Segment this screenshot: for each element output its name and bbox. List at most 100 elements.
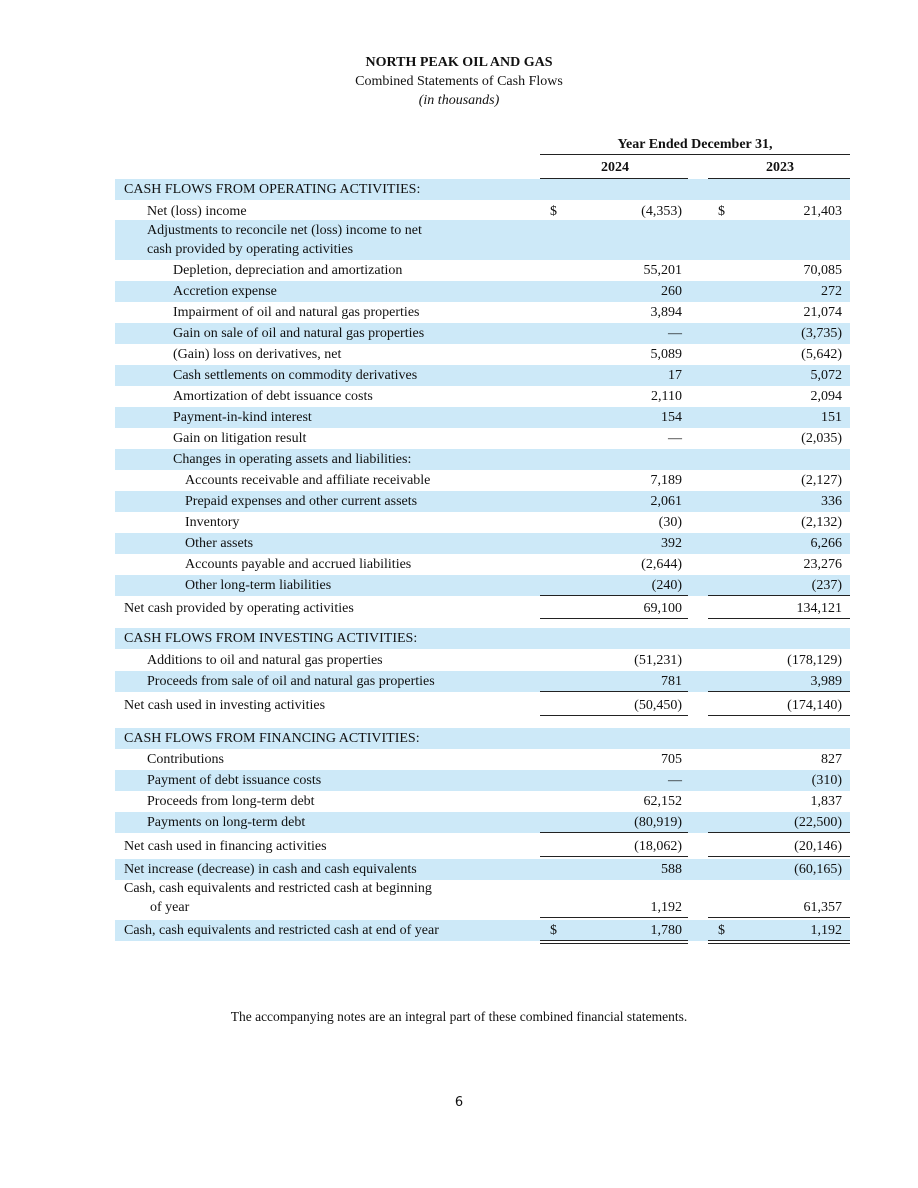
row-label: Contributions <box>147 751 225 767</box>
cell-value: 5,072 <box>810 367 843 383</box>
row-label: CASH FLOWS FROM FINANCING ACTIVITIES: <box>124 730 420 746</box>
cell-value: 272 <box>821 283 842 299</box>
row-shading <box>115 670 850 692</box>
row-label: cash provided by operating activities <box>147 242 354 257</box>
cell-value: 23,276 <box>803 556 843 572</box>
cell-value: (2,127) <box>801 472 842 488</box>
cell-value: 1,192 <box>810 922 843 938</box>
cell-value: 55,201 <box>643 262 683 278</box>
cell-value: 260 <box>661 283 682 299</box>
cell-value: 588 <box>661 861 682 877</box>
cell-value: 5,089 <box>650 346 683 362</box>
row-label: Net cash used in investing activities <box>124 697 326 713</box>
header-rule <box>540 154 850 155</box>
underline <box>708 942 850 944</box>
row-label: Gain on sale of oil and natural gas prop… <box>173 325 425 341</box>
underline <box>540 939 688 941</box>
cell-value: 781 <box>661 673 682 689</box>
column-header: 2023 <box>766 160 794 175</box>
cell-value: (5,642) <box>801 346 842 362</box>
cell-value: (240) <box>651 577 682 593</box>
row-label: Accounts payable and accrued liabilities <box>185 556 412 572</box>
page-number: 6 <box>454 1095 464 1110</box>
footnote: The accompanying notes are an integral p… <box>230 1009 688 1024</box>
cell-value: 2,094 <box>810 388 843 404</box>
underline <box>708 831 850 833</box>
row-label: Changes in operating assets and liabilit… <box>173 451 412 467</box>
row-shading <box>115 919 850 941</box>
cell-value: 392 <box>661 535 682 551</box>
underline <box>540 942 688 944</box>
row-label: CASH FLOWS FROM INVESTING ACTIVITIES: <box>124 630 418 646</box>
row-shading <box>115 769 850 791</box>
cell-value: 154 <box>661 409 682 425</box>
underline <box>540 714 688 716</box>
currency-symbol: $ <box>718 922 725 938</box>
row-shading <box>115 574 850 596</box>
cell-value: 3,894 <box>650 304 683 320</box>
cell-value: 6,266 <box>810 535 843 551</box>
currency-symbol: $ <box>550 203 557 219</box>
cell-value: 69,100 <box>643 600 683 616</box>
cell-value: 1,837 <box>810 793 843 809</box>
cell-value: (50,450) <box>634 697 682 713</box>
row-shading <box>115 858 850 880</box>
cell-value: 1,780 <box>650 922 683 938</box>
underline <box>540 917 688 918</box>
underline <box>540 831 688 833</box>
cell-value: (30) <box>658 514 682 530</box>
underline <box>708 855 850 857</box>
row-label: Accretion expense <box>173 283 277 299</box>
row-label: Other long-term liabilities <box>185 577 332 593</box>
cell-value: (20,146) <box>794 838 842 854</box>
row-label: Additions to oil and natural gas propert… <box>147 652 383 668</box>
row-label: Impairment of oil and natural gas proper… <box>173 304 420 320</box>
row-shading <box>115 811 850 833</box>
row-shading <box>115 178 850 200</box>
cell-value: 151 <box>821 409 842 425</box>
row-shading <box>115 490 850 512</box>
underline <box>540 690 688 692</box>
row-label: Net (loss) income <box>147 203 247 219</box>
cell-value: (3,735) <box>801 325 842 341</box>
cell-value: 134,121 <box>796 600 843 616</box>
statement-subtitle: (in thousands) <box>418 93 500 108</box>
row-label: Cash, cash equivalents and restricted ca… <box>124 881 432 896</box>
row-label: Cash, cash equivalents and restricted ca… <box>124 922 439 938</box>
cell-value: (4,353) <box>641 203 682 219</box>
underline <box>708 594 850 596</box>
cell-value: (2,644) <box>641 556 682 572</box>
row-label: Payments on long-term debt <box>147 814 306 830</box>
row-label: CASH FLOWS FROM OPERATING ACTIVITIES: <box>124 181 421 197</box>
currency-symbol: $ <box>550 922 557 938</box>
row-label: Inventory <box>185 514 240 530</box>
cell-value: — <box>668 325 682 341</box>
row-shading <box>115 406 850 428</box>
cell-value: (60,165) <box>794 861 842 877</box>
statement-title: Combined Statements of Cash Flows <box>355 74 563 89</box>
cell-value: 61,357 <box>803 900 843 915</box>
underline <box>540 617 688 619</box>
row-shading <box>115 322 850 344</box>
currency-symbol: $ <box>718 203 725 219</box>
row-label: of year <box>150 900 190 915</box>
cell-value: 1,192 <box>650 900 683 915</box>
underline <box>540 594 688 596</box>
underline <box>708 690 850 692</box>
row-label: Proceeds from sale of oil and natural ga… <box>147 673 435 689</box>
cell-value: 7,189 <box>650 472 683 488</box>
underline <box>708 939 850 941</box>
row-label: Net increase (decrease) in cash and cash… <box>124 861 417 877</box>
row-label: Cash settlements on commodity derivative… <box>173 367 418 383</box>
row-label: Accounts receivable and affiliate receiv… <box>185 472 431 488</box>
cell-value: 827 <box>821 751 842 767</box>
row-shading <box>115 364 850 386</box>
row-shading <box>115 220 850 260</box>
cell-value: (18,062) <box>634 838 682 854</box>
period-header: Year Ended December 31, <box>617 137 773 152</box>
cell-value: 21,403 <box>803 203 843 219</box>
row-label: Payment of debt issuance costs <box>147 772 322 788</box>
row-label: (Gain) loss on derivatives, net <box>173 346 342 362</box>
row-label: Other assets <box>185 535 254 551</box>
